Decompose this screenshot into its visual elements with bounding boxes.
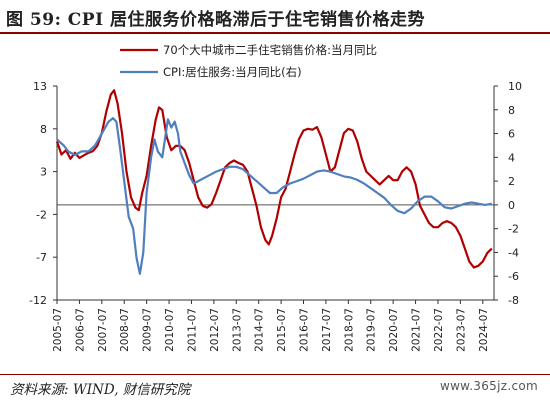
left-tick-label: 3 <box>40 166 47 179</box>
right-tick-label: -2 <box>508 223 519 236</box>
x-tick-label: 2014-07 <box>254 308 266 352</box>
x-tick-label: 2015-07 <box>276 308 288 352</box>
legend-label: CPI:居住服务:当月同比(右) <box>163 65 302 79</box>
x-tick-label: 2017-07 <box>321 308 333 352</box>
source-bar: 资料来源: WIND, 财信研究院 www.365jz.com <box>0 374 550 401</box>
x-tick-label: 2006-07 <box>74 308 86 352</box>
source-note: 资料来源: WIND, 财信研究院 <box>10 382 191 398</box>
x-tick-label: 2013-07 <box>231 308 243 352</box>
x-tick-label: 2012-07 <box>209 308 221 352</box>
line-chart: 13 8 3 -2 -7 -12 10 8 6 4 2 0 -2 -4 -6 -8 2005-07 2006-07… <box>29 43 522 352</box>
series-line-cpi-housing <box>56 117 492 275</box>
x-tick-label: 2023-07 <box>455 308 467 352</box>
right-tick-label: -8 <box>508 294 519 307</box>
x-tick-label: 2008-07 <box>119 308 131 352</box>
left-tick-label: -7 <box>36 251 47 264</box>
x-tick-label: 2024-07 <box>478 308 490 352</box>
left-tick-label: 8 <box>40 123 47 136</box>
right-tick-label: -6 <box>508 270 519 283</box>
watermark: www.365jz.com <box>439 379 538 393</box>
title-bar: 图 59: CPI 居住服务价格略滞后于住宅销售价格走势 <box>0 0 550 34</box>
left-tick-label: -12 <box>29 294 47 307</box>
x-tick-label: 2020-07 <box>388 308 400 352</box>
figure-title: 图 59: CPI 居住服务价格略滞后于住宅销售价格走势 <box>6 10 425 30</box>
x-tick-label: 2009-07 <box>142 308 154 352</box>
x-tick-label: 2011-07 <box>186 308 198 352</box>
x-tick-label: 2016-07 <box>299 308 311 352</box>
left-tick-label: -2 <box>36 208 47 221</box>
right-tick-label: 10 <box>508 80 522 93</box>
x-tick-label: 2007-07 <box>97 308 109 352</box>
legend-label: 70个大中城市二手住宅销售价格:当月同比 <box>163 43 377 57</box>
x-tick-label: 2019-07 <box>366 308 378 352</box>
right-tick-label: 0 <box>508 199 515 212</box>
right-tick-label: 2 <box>508 175 515 188</box>
x-tick-label: 2021-07 <box>411 308 423 352</box>
x-tick-label: 2010-07 <box>164 308 176 352</box>
x-tick-label: 2022-07 <box>433 308 445 352</box>
chart-series <box>55 89 493 275</box>
series-line-resale-price <box>55 89 493 269</box>
right-tick-label: -4 <box>508 246 519 259</box>
right-tick-label: 4 <box>508 151 515 164</box>
x-tick-label: 2018-07 <box>343 308 355 352</box>
x-tick-label: 2005-07 <box>52 308 64 352</box>
right-tick-label: 8 <box>508 104 515 117</box>
chart-axes: 13 8 3 -2 -7 -12 10 8 6 4 2 0 -2 -4 -6 -8 2005-07 2006-07… <box>29 80 522 352</box>
chart-legend: 70个大中城市二手住宅销售价格:当月同比 CPI:居住服务:当月同比(右) <box>120 43 377 79</box>
left-tick-label: 13 <box>33 80 47 93</box>
right-tick-label: 6 <box>508 128 515 141</box>
